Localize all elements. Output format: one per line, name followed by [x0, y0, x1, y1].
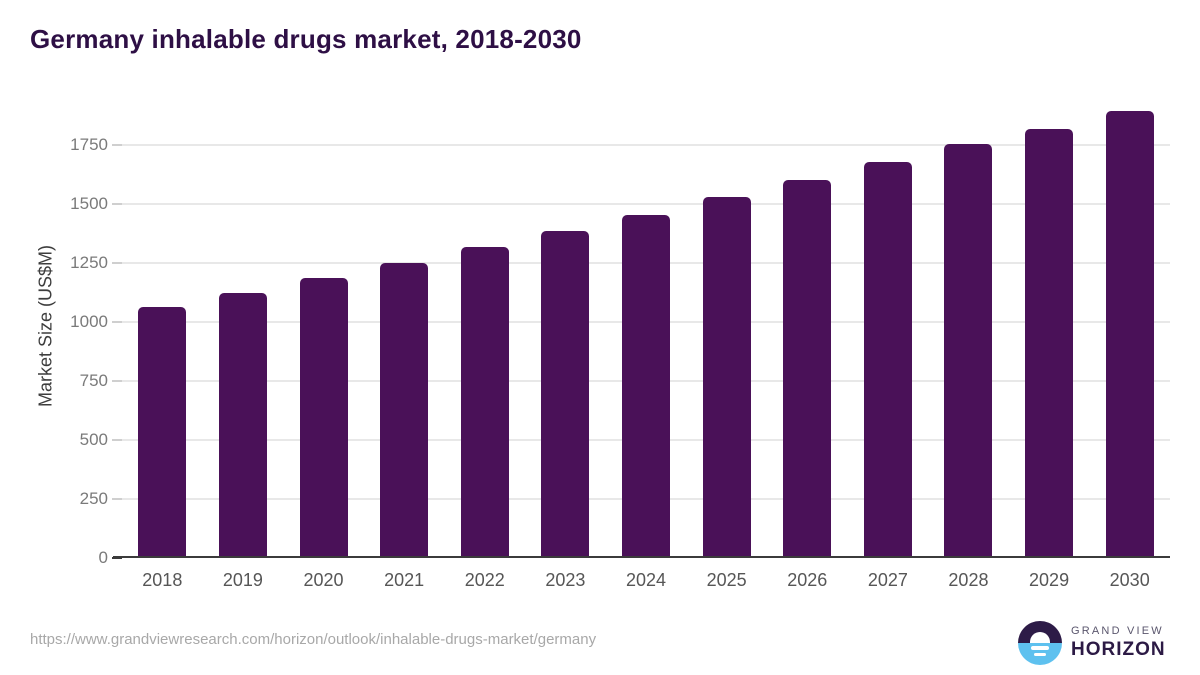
- x-tick-label-2018: 2018: [142, 570, 183, 590]
- gridline-1500: [122, 202, 1170, 205]
- y-tick-500: [112, 438, 122, 441]
- bar-2018: [138, 306, 187, 558]
- x-tick-label-2020: 2020: [303, 570, 344, 590]
- bar-2028: [944, 143, 993, 558]
- x-axis-line: [113, 556, 1170, 558]
- y-tick-label-1000: 1000: [70, 311, 108, 331]
- logo-sun-dome: [1030, 632, 1050, 643]
- logo-reflection-stripe: [1031, 646, 1049, 650]
- logo-brand-name: GRAND VIEW: [1071, 625, 1164, 637]
- source-url: https://www.grandviewresearch.com/horizo…: [30, 631, 597, 648]
- x-tick-label-2024: 2024: [625, 570, 667, 590]
- x-tick-label-2029: 2029: [1029, 570, 1070, 590]
- x-tick-label-2021: 2021: [384, 570, 425, 590]
- bar-2029: [1025, 128, 1074, 558]
- bar-2026: [783, 179, 832, 558]
- bar-2020: [299, 278, 348, 558]
- bar-2021: [380, 262, 429, 558]
- y-tick-label-500: 500: [79, 429, 108, 449]
- logo-reflection-stripe: [1034, 653, 1046, 656]
- chart-title: Germany inhalable drugs market, 2018-203…: [30, 24, 582, 54]
- bar-2022: [460, 246, 509, 558]
- horizon-sun-icon: [1018, 621, 1062, 665]
- x-tick-label-2022: 2022: [464, 570, 505, 590]
- y-tick-label-0: 0: [98, 548, 108, 567]
- y-tick-label-1750: 1750: [70, 134, 108, 154]
- y-tick-label-1250: 1250: [70, 252, 108, 272]
- bar-chart-plot-area: 0 250 500 750 1000 1250 1500 1750 2018 2019 2020 20…: [70, 95, 1170, 590]
- x-tick-label-2027: 2027: [867, 570, 908, 590]
- x-tick-label-2026: 2026: [787, 570, 828, 590]
- x-tick-label-2023: 2023: [545, 570, 586, 590]
- bar-2030: [1105, 110, 1154, 558]
- y-tick-1500: [112, 202, 122, 205]
- x-tick-label-2019: 2019: [222, 570, 263, 590]
- bar-2024: [622, 215, 670, 558]
- y-tick-1000: [112, 320, 122, 323]
- x-tick-label-2030: 2030: [1109, 570, 1150, 590]
- y-tick-label-1500: 1500: [70, 193, 108, 213]
- gridline-1750: [122, 143, 1170, 146]
- bar-2027: [863, 161, 912, 558]
- y-tick-1750: [112, 143, 122, 146]
- bar-2019: [218, 292, 267, 558]
- bar-2025: [702, 197, 751, 558]
- logo-text: GRAND VIEW HORIZON: [1071, 625, 1166, 661]
- x-tick-label-2028: 2028: [948, 570, 989, 590]
- x-tick-label-2025: 2025: [706, 570, 747, 590]
- y-tick-label-250: 250: [79, 488, 108, 508]
- y-tick-750: [112, 379, 122, 382]
- y-tick-1250: [112, 261, 122, 264]
- logo-product-name: HORIZON: [1071, 639, 1166, 660]
- bar-2023: [541, 231, 590, 558]
- grandview-horizon-logo: GRAND VIEW HORIZON: [1018, 621, 1166, 665]
- y-tick-250: [112, 497, 122, 500]
- y-tick-0: [112, 557, 122, 559]
- y-tick-label-750: 750: [79, 370, 108, 390]
